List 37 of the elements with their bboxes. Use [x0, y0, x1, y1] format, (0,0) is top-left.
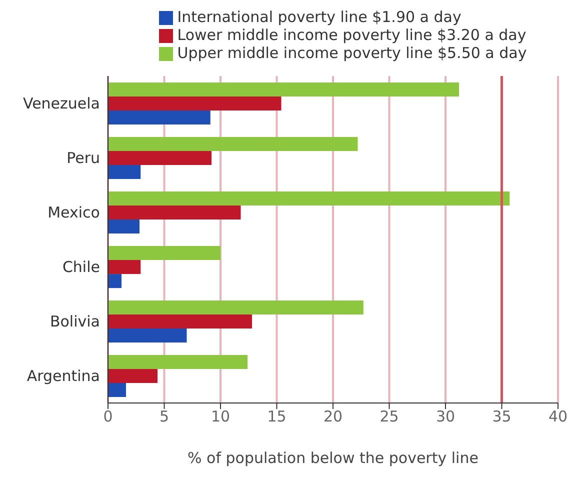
- y-tick-label: Peru: [66, 149, 100, 168]
- y-tick-label: Argentina: [26, 367, 100, 386]
- x-tick-label: 20: [323, 408, 343, 426]
- bar: [108, 220, 140, 234]
- x-tick-label: 30: [436, 408, 456, 426]
- x-tick-label: 40: [548, 408, 568, 426]
- bar: [108, 206, 241, 220]
- bar: [108, 110, 210, 125]
- bar: [108, 369, 158, 384]
- y-tick-label: Chile: [62, 258, 100, 276]
- x-tick-label: 10: [210, 408, 230, 426]
- x-tick-label: 15: [267, 408, 286, 426]
- y-tick-label: Bolivia: [50, 312, 100, 331]
- bar: [108, 274, 122, 288]
- bar: [108, 246, 220, 260]
- y-tick-label: Mexico: [48, 204, 100, 222]
- legend-label: International poverty line $1.90 a day: [177, 8, 462, 26]
- x-tick-label: 25: [380, 408, 399, 426]
- legend-label: Lower middle income poverty line $3.20 a day: [177, 26, 526, 44]
- bar: [108, 165, 141, 180]
- x-tick-label: 0: [103, 408, 113, 426]
- legend-label: Upper middle income poverty line $5.50 a day: [177, 44, 527, 62]
- bar: [108, 260, 141, 274]
- bar: [108, 328, 187, 343]
- bar: [108, 383, 126, 398]
- x-tick-label: 5: [159, 408, 170, 426]
- bar: [108, 82, 459, 97]
- bar: [108, 300, 364, 315]
- bar: [108, 314, 252, 329]
- bar: [108, 137, 358, 152]
- x-axis-title: % of population below the poverty line: [188, 449, 478, 467]
- bar: [108, 192, 510, 206]
- x-tick-label: 35: [492, 408, 512, 426]
- bar: [108, 355, 248, 370]
- bar: [108, 151, 212, 166]
- bar: [108, 96, 282, 111]
- y-tick-label: Venezuela: [22, 94, 100, 113]
